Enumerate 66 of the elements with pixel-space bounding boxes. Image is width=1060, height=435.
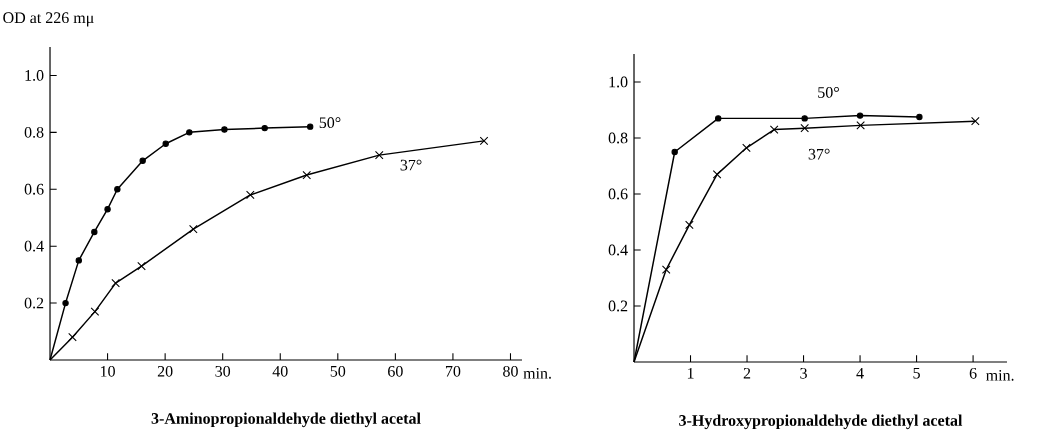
point (742, 143, 751, 153)
x-tick-label: 3 (800, 367, 807, 379)
point (139, 157, 146, 165)
x-tick-label: 10 (100, 365, 115, 377)
point (91, 228, 98, 236)
point (800, 123, 809, 133)
x-tick-label: 2 (743, 367, 751, 379)
point (114, 186, 121, 193)
series-label: 37° (400, 159, 422, 171)
y-tick-label: 0.4 (24, 240, 44, 252)
x-tick-label: 4 (856, 367, 864, 379)
series-label: 37° (808, 148, 830, 160)
point (916, 113, 923, 121)
point (769, 125, 779, 134)
series-label: 50° (818, 86, 839, 98)
x-tick-label: 80 (503, 365, 518, 377)
point (137, 261, 146, 271)
y-tick-label: 0.2 (24, 297, 44, 309)
point (712, 170, 722, 179)
point (186, 129, 193, 136)
point (661, 265, 671, 274)
x-axis-title: min. (986, 369, 1014, 381)
point (104, 205, 111, 213)
point (68, 332, 77, 342)
point (856, 112, 864, 119)
point (479, 136, 489, 146)
point (111, 278, 120, 288)
x-tick-label: 6 (969, 367, 977, 379)
point (971, 116, 980, 126)
y-tick-label: 1.0 (25, 70, 44, 81)
y-tick-label: 0.8 (24, 126, 44, 138)
point (75, 257, 82, 264)
point (246, 190, 255, 200)
y-tick-label: 0.8 (608, 132, 628, 144)
point (685, 220, 694, 230)
x-tick-label: 5 (913, 367, 920, 379)
point (302, 170, 312, 180)
point (801, 115, 808, 122)
point (374, 150, 384, 160)
x-tick-label: 30 (215, 365, 231, 377)
x-tick-label: 60 (388, 365, 403, 377)
x-tick-label: 20 (157, 365, 173, 377)
y-tick-label: 0.6 (24, 183, 44, 195)
point (715, 115, 722, 122)
point (671, 148, 678, 156)
x-tick-label: 70 (445, 365, 461, 377)
y-tick-label: 0.6 (608, 188, 628, 200)
y-axis-title: OD at 226 mμ (3, 12, 94, 27)
point (221, 126, 228, 133)
point (162, 140, 169, 147)
point (261, 124, 268, 132)
series-label: 50° (319, 117, 341, 129)
point (189, 224, 198, 234)
point (306, 123, 314, 130)
y-tick-label: 0.4 (608, 244, 628, 256)
y-tick-label: 1.0 (609, 76, 628, 88)
point (90, 307, 100, 316)
x-axis-title: min. (523, 367, 551, 379)
x-tick-label: 1 (687, 367, 694, 379)
point (856, 121, 865, 130)
x-tick-label: 40 (272, 365, 288, 377)
text: 3-Hydroxypropionaldehyde diethyl acetal (679, 414, 963, 430)
x-tick-label: 50 (330, 365, 346, 377)
text: 3-Aminopropionaldehyde diethyl acetal (151, 412, 421, 428)
point (62, 299, 69, 307)
y-tick-label: 0.2 (608, 300, 628, 312)
